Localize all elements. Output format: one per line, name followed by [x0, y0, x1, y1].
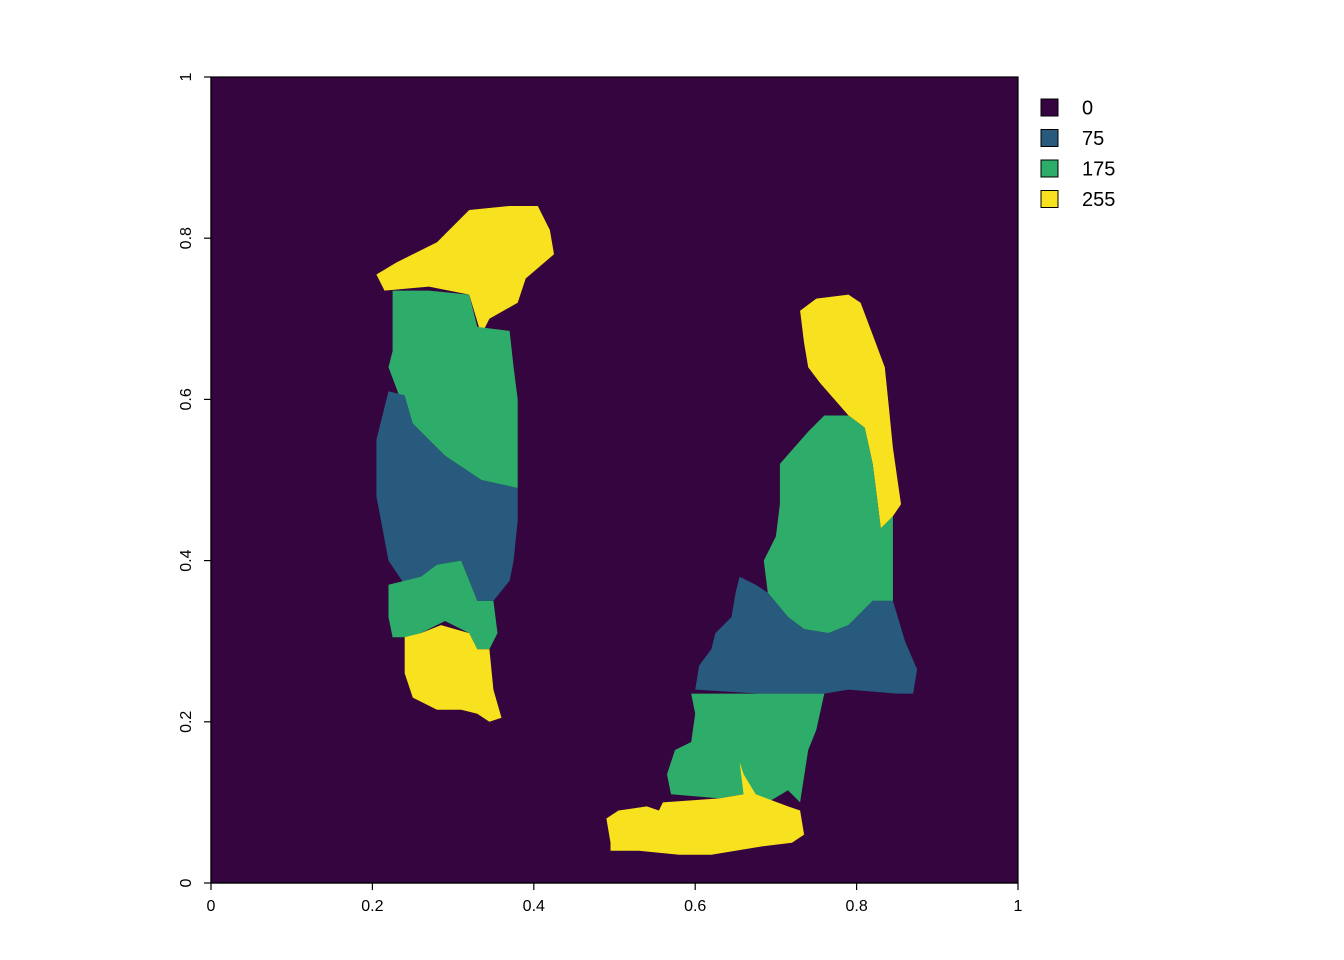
legend-label-75: 75 — [1082, 128, 1104, 150]
legend-swatch-175 — [1040, 159, 1059, 178]
y-tick-label: 1 — [178, 72, 195, 81]
region-left-bottom-yellow — [404, 625, 502, 722]
legend-swatch-0 — [1040, 98, 1059, 117]
raster-regions — [376, 206, 918, 855]
legend: 0 75 175 255 — [1040, 98, 1115, 211]
region-left-lower-green — [388, 560, 498, 650]
x-tick-label: 0.8 — [845, 898, 867, 915]
region-right-lower-green — [667, 693, 825, 803]
region-left-blue — [376, 391, 518, 601]
legend-label-175: 175 — [1082, 159, 1115, 181]
legend-swatch-75 — [1040, 129, 1059, 147]
y-tick-label: 0.8 — [178, 227, 195, 249]
y-tick-label: 0 — [178, 878, 195, 887]
legend-label-0: 0 — [1082, 98, 1093, 120]
region-right-bottom-yellow — [606, 762, 805, 855]
legend-label-255: 255 — [1082, 189, 1115, 211]
x-tick-label: 1 — [1014, 898, 1023, 915]
x-tick-label: 0.6 — [684, 898, 706, 915]
y-axis: 0 0.2 0.4 0.6 0.8 1 — [178, 72, 212, 887]
y-tick-label: 0.6 — [178, 388, 195, 410]
region-right-upper-green — [763, 415, 893, 634]
x-tick-label: 0.2 — [361, 898, 383, 915]
x-tick-label: 0 — [207, 898, 216, 915]
region-left-upper-green — [388, 290, 518, 489]
region-right-blue — [695, 576, 918, 694]
y-tick-label: 0.2 — [178, 711, 195, 733]
legend-swatch-255 — [1040, 190, 1059, 208]
y-tick-label: 0.4 — [178, 549, 195, 571]
x-axis: 0 0.2 0.4 0.6 0.8 1 — [207, 882, 1023, 915]
x-tick-label: 0.4 — [523, 898, 545, 915]
region-left-top-yellow — [376, 206, 554, 335]
region-right-top-yellow — [800, 294, 901, 529]
